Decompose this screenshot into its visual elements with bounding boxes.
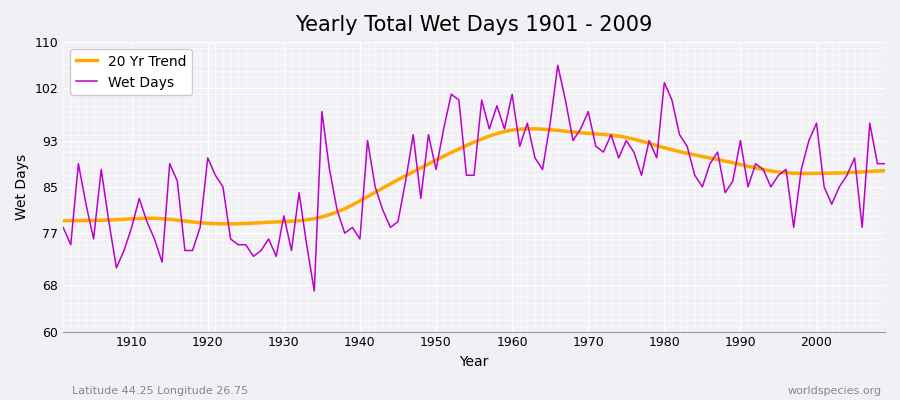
Wet Days: [58, 225, 68, 230]
Wet Days: [514, 144, 525, 149]
20 Yr Trend: [613, 134, 624, 138]
Title: Yearly Total Wet Days 1901 - 2009: Yearly Total Wet Days 1901 - 2009: [295, 15, 652, 35]
Wet Days: [613, 156, 624, 160]
20 Yr Trend: [225, 222, 236, 226]
Text: worldspecies.org: worldspecies.org: [788, 386, 882, 396]
Wet Days: [286, 248, 297, 253]
20 Yr Trend: [507, 128, 517, 132]
Y-axis label: Wet Days: Wet Days: [15, 154, 29, 220]
20 Yr Trend: [879, 168, 890, 173]
X-axis label: Year: Year: [459, 355, 489, 369]
Text: Latitude 44.25 Longitude 26.75: Latitude 44.25 Longitude 26.75: [72, 386, 248, 396]
Wet Days: [507, 92, 517, 97]
Wet Days: [553, 63, 563, 68]
Wet Days: [119, 248, 130, 253]
20 Yr Trend: [522, 126, 533, 131]
Wet Days: [879, 161, 890, 166]
Line: Wet Days: Wet Days: [63, 65, 885, 291]
20 Yr Trend: [514, 127, 525, 132]
Legend: 20 Yr Trend, Wet Days: 20 Yr Trend, Wet Days: [70, 49, 192, 95]
Wet Days: [309, 289, 320, 294]
Line: 20 Yr Trend: 20 Yr Trend: [63, 129, 885, 224]
20 Yr Trend: [293, 218, 304, 223]
20 Yr Trend: [339, 206, 350, 211]
20 Yr Trend: [58, 218, 68, 223]
20 Yr Trend: [119, 217, 130, 222]
Wet Days: [339, 231, 350, 236]
